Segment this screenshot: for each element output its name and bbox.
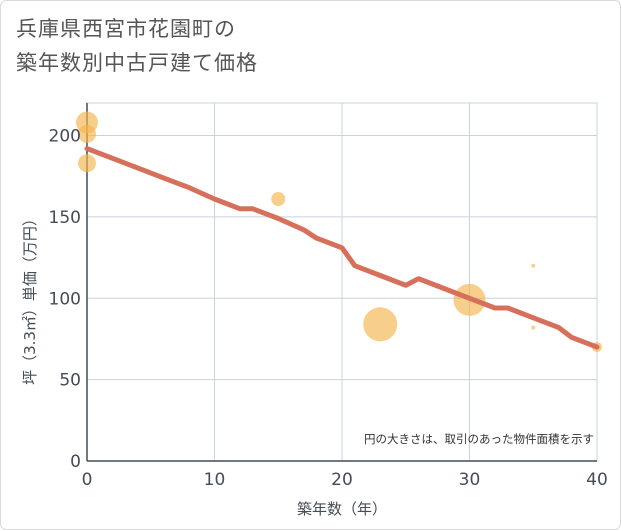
y-tick-label: 100 [49,289,81,309]
y-tick-label: 50 [59,371,81,391]
x-tick-label: 0 [82,470,93,490]
trend-series [84,146,600,350]
bubble-size-note: 円の大きさは、取引のあった物件面積を示す [364,432,594,446]
chart-title-line-2: 築年数別中古戸建て価格 [16,51,258,75]
grid-lines [86,102,598,462]
tick-labels: 0 10 20 30 40 0 50 100 150 200 [49,127,608,490]
x-tick-label: 40 [586,470,608,490]
data-bubble [531,263,536,268]
chart-title-line-1: 兵庫県西宮市花園町の [16,17,236,41]
y-tick-label: 0 [70,452,81,472]
x-tick-label: 20 [331,470,353,490]
data-bubble [271,192,286,207]
data-bubble [531,325,536,330]
data-bubble [78,154,96,173]
x-axis-label: 築年数（年） [297,500,387,518]
x-tick-label: 10 [204,470,226,490]
bubble-series [76,111,602,353]
y-tick-label: 150 [49,208,81,228]
y-tick-label: 200 [49,127,81,147]
y-axis-label: 坪（3.3㎡）単価（万円） [21,211,39,385]
chart-title: 兵庫県西宮市花園町の 築年数別中古戸建て価格 [16,12,258,80]
trend-line [84,146,600,350]
x-tick-label: 30 [459,470,481,490]
data-bubble [363,307,398,342]
data-bubble [78,124,96,143]
